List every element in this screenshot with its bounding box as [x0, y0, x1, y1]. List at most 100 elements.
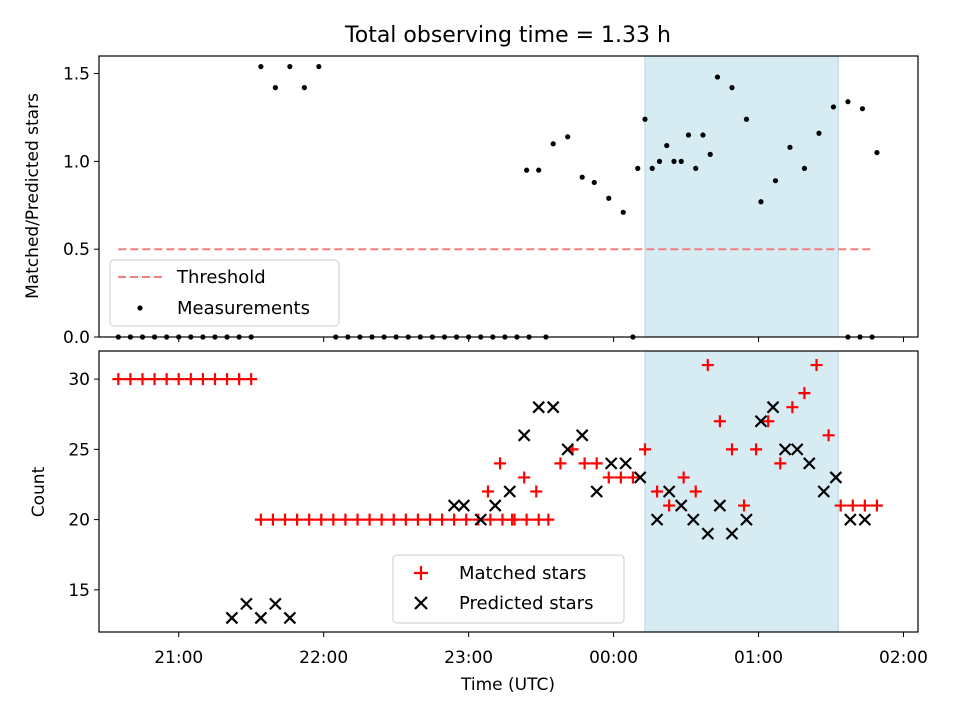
measurement-point — [316, 63, 322, 70]
measurement-point — [536, 167, 542, 173]
measurement-point — [591, 179, 597, 186]
top-x-ticks — [178, 337, 905, 342]
measurement-point — [714, 74, 721, 80]
matched-star-point — [279, 513, 292, 526]
measurement-point — [758, 199, 764, 205]
matched-star-point — [399, 513, 412, 526]
y-tick-label: 15 — [68, 581, 90, 601]
matched-star-point — [494, 457, 507, 470]
y-tick-label: 0.5 — [63, 240, 90, 260]
bottom-axes-frame — [98, 350, 919, 633]
predicted-star-point — [829, 471, 843, 484]
y-tick-label: 1.5 — [63, 65, 90, 85]
predicted-star-point — [590, 485, 603, 498]
matched-star-point — [315, 513, 328, 526]
predicted-star-point — [532, 400, 545, 414]
matched-star-point — [590, 457, 603, 470]
predicted-star-point — [619, 457, 632, 470]
predicted-star-point — [604, 457, 618, 470]
matched-legend-swatch — [414, 566, 428, 580]
matched-star-point — [834, 499, 847, 512]
x-tick-label: 22:00 — [299, 648, 348, 668]
matched-star-point — [327, 513, 340, 526]
matched-star-point — [196, 373, 209, 386]
predicted-star-point — [766, 400, 780, 414]
chart-title: Total observing time = 1.33 h — [344, 23, 671, 48]
matched-star-point — [651, 485, 664, 498]
measurement-point — [606, 195, 612, 201]
measurement-point — [642, 116, 648, 122]
matched-star-point — [762, 415, 775, 428]
matched-stars-group — [112, 359, 883, 526]
y-tick-label: 25 — [68, 440, 90, 460]
x-tick-label: 21:00 — [154, 648, 203, 668]
predicted-star-point — [858, 513, 872, 526]
predicted-star-point — [633, 471, 647, 484]
measurement-point — [801, 165, 808, 171]
measurement-point — [859, 106, 866, 112]
predicted-star-point — [269, 597, 282, 611]
matched-star-point — [254, 513, 267, 526]
matched-star-point — [554, 457, 567, 470]
observing-span-bottom — [644, 350, 839, 633]
matched-star-point — [484, 513, 497, 526]
matched-star-point — [798, 387, 811, 400]
matched-star-point — [148, 373, 161, 386]
predicted-star-point — [283, 611, 297, 625]
matched-star-point — [614, 471, 627, 484]
matched-star-point — [639, 443, 651, 456]
matched-star-point — [124, 373, 137, 386]
predicted-star-point — [740, 513, 753, 526]
matched-star-point — [663, 499, 676, 512]
matched-star-point — [112, 373, 125, 386]
threshold-legend-label: Threshold — [176, 267, 266, 288]
matched-star-point — [713, 415, 726, 428]
predicted-star-point — [546, 400, 560, 414]
observing-span-top — [644, 55, 839, 338]
predicted-star-point — [725, 527, 739, 540]
matched-star-point — [689, 485, 702, 498]
measurement-point — [635, 165, 641, 171]
matched-star-point — [822, 429, 835, 442]
predicted-star-point — [687, 513, 700, 526]
measurement-point — [678, 158, 684, 164]
predicted-star-point — [713, 499, 727, 512]
predicted-star-point — [754, 414, 768, 428]
predicted-star-point — [662, 485, 676, 498]
bottom-legend-box — [392, 554, 625, 624]
measurements-legend-label: Measurements — [177, 298, 310, 319]
x-tick-label: 00:00 — [589, 648, 638, 668]
predicted-star-point — [474, 513, 487, 526]
x-tick-label: 01:00 — [734, 648, 783, 668]
measurement-point — [743, 116, 750, 122]
measurement-point — [524, 167, 530, 173]
matched-star-point — [530, 485, 543, 498]
bottom-legend: Matched stars Predicted stars — [392, 554, 625, 624]
measurement-point — [656, 158, 663, 164]
predicted-star-point — [240, 597, 253, 611]
matched-star-point — [472, 513, 485, 526]
measurement-point — [707, 151, 713, 157]
measurement-point — [700, 132, 706, 138]
matched-star-point — [363, 513, 376, 526]
predicted-star-point — [517, 429, 531, 442]
measurement-point — [620, 209, 626, 215]
matched-star-point — [677, 471, 690, 484]
matched-star-point — [810, 359, 823, 372]
matched-star-point — [172, 373, 185, 386]
predicted-star-point — [488, 499, 502, 512]
predicted-star-point — [803, 457, 816, 470]
predicted-star-point — [575, 429, 589, 442]
measurement-point — [787, 144, 793, 150]
y-tick-label: 0.0 — [63, 328, 90, 348]
matched-star-point — [233, 373, 246, 386]
top-panel: 0.0 0.5 1.0 1.5 Matched/Predicted stars Thr… — [23, 55, 919, 348]
predicted-star-point — [447, 499, 461, 512]
x-axis-label: Time (UTC) — [460, 675, 555, 695]
matched-star-point — [303, 513, 316, 526]
matched-star-point — [448, 513, 461, 526]
measurement-point — [772, 178, 779, 184]
predicted-star-point — [254, 611, 268, 625]
